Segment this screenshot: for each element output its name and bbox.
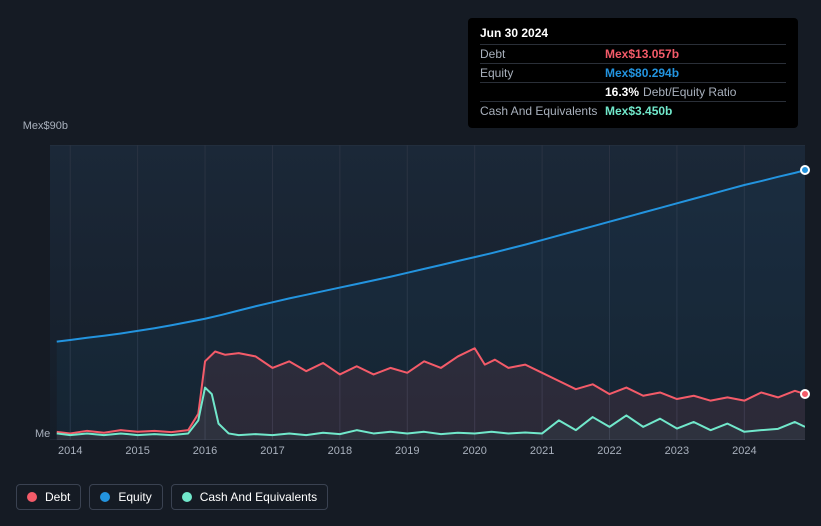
- x-axis-label: 2021: [530, 445, 554, 457]
- x-axis-label: 2018: [328, 445, 352, 457]
- tooltip-label: Cash And Equivalents: [480, 104, 605, 118]
- legend-label: Equity: [118, 490, 151, 504]
- x-axis-label: 2015: [125, 445, 149, 457]
- tooltip-value: Mex$13.057b: [605, 47, 679, 61]
- tooltip-value: 16.3%Debt/Equity Ratio: [605, 85, 736, 99]
- tooltip-date: Jun 30 2024: [480, 26, 786, 44]
- legend-item[interactable]: Equity: [89, 484, 162, 510]
- legend-item[interactable]: Debt: [16, 484, 81, 510]
- x-axis-label: 2022: [597, 445, 621, 457]
- tooltip-label: Equity: [480, 66, 605, 80]
- chart-legend: Debt Equity Cash And Equivalents: [16, 484, 328, 510]
- legend-dot-icon: [27, 492, 37, 502]
- y-axis-label-top: Mex$90b: [16, 120, 68, 132]
- chart-tooltip: Jun 30 2024 DebtMex$13.057bEquityMex$80.…: [468, 18, 798, 128]
- chart-plot-area[interactable]: [50, 145, 805, 440]
- tooltip-value: Mex$80.294b: [605, 66, 679, 80]
- debt-equity-chart: Mex$90b Mex$0 20142015201620172018201920…: [16, 120, 805, 470]
- x-axis-label: 2020: [462, 445, 486, 457]
- x-axis-label: 2016: [193, 445, 217, 457]
- x-axis-labels: 2014 2015 2016 2017 2018 2019 2020 2021 2022 2023…: [50, 445, 805, 465]
- tooltip-subtext: Debt/Equity Ratio: [643, 85, 736, 99]
- x-axis-label: 2019: [395, 445, 419, 457]
- legend-dot-icon: [182, 492, 192, 502]
- x-axis-label: 2017: [260, 445, 284, 457]
- tooltip-rows: DebtMex$13.057bEquityMex$80.294b16.3%Deb…: [480, 44, 786, 120]
- tooltip-label: Debt: [480, 47, 605, 61]
- x-axis-label: 2014: [58, 445, 82, 457]
- x-axis-label: 2023: [665, 445, 689, 457]
- legend-dot-icon: [100, 492, 110, 502]
- legend-item[interactable]: Cash And Equivalents: [171, 484, 328, 510]
- tooltip-value: Mex$3.450b: [605, 104, 672, 118]
- chart-marker: [800, 165, 810, 175]
- x-axis-label: 2024: [732, 445, 756, 457]
- chart-svg: [50, 145, 805, 440]
- chart-marker: [800, 389, 810, 399]
- tooltip-row: 16.3%Debt/Equity Ratio: [480, 82, 786, 101]
- tooltip-row: DebtMex$13.057b: [480, 44, 786, 63]
- legend-label: Debt: [45, 490, 70, 504]
- tooltip-row: Cash And EquivalentsMex$3.450b: [480, 101, 786, 120]
- legend-label: Cash And Equivalents: [200, 490, 317, 504]
- tooltip-row: EquityMex$80.294b: [480, 63, 786, 82]
- tooltip-label: [480, 85, 605, 99]
